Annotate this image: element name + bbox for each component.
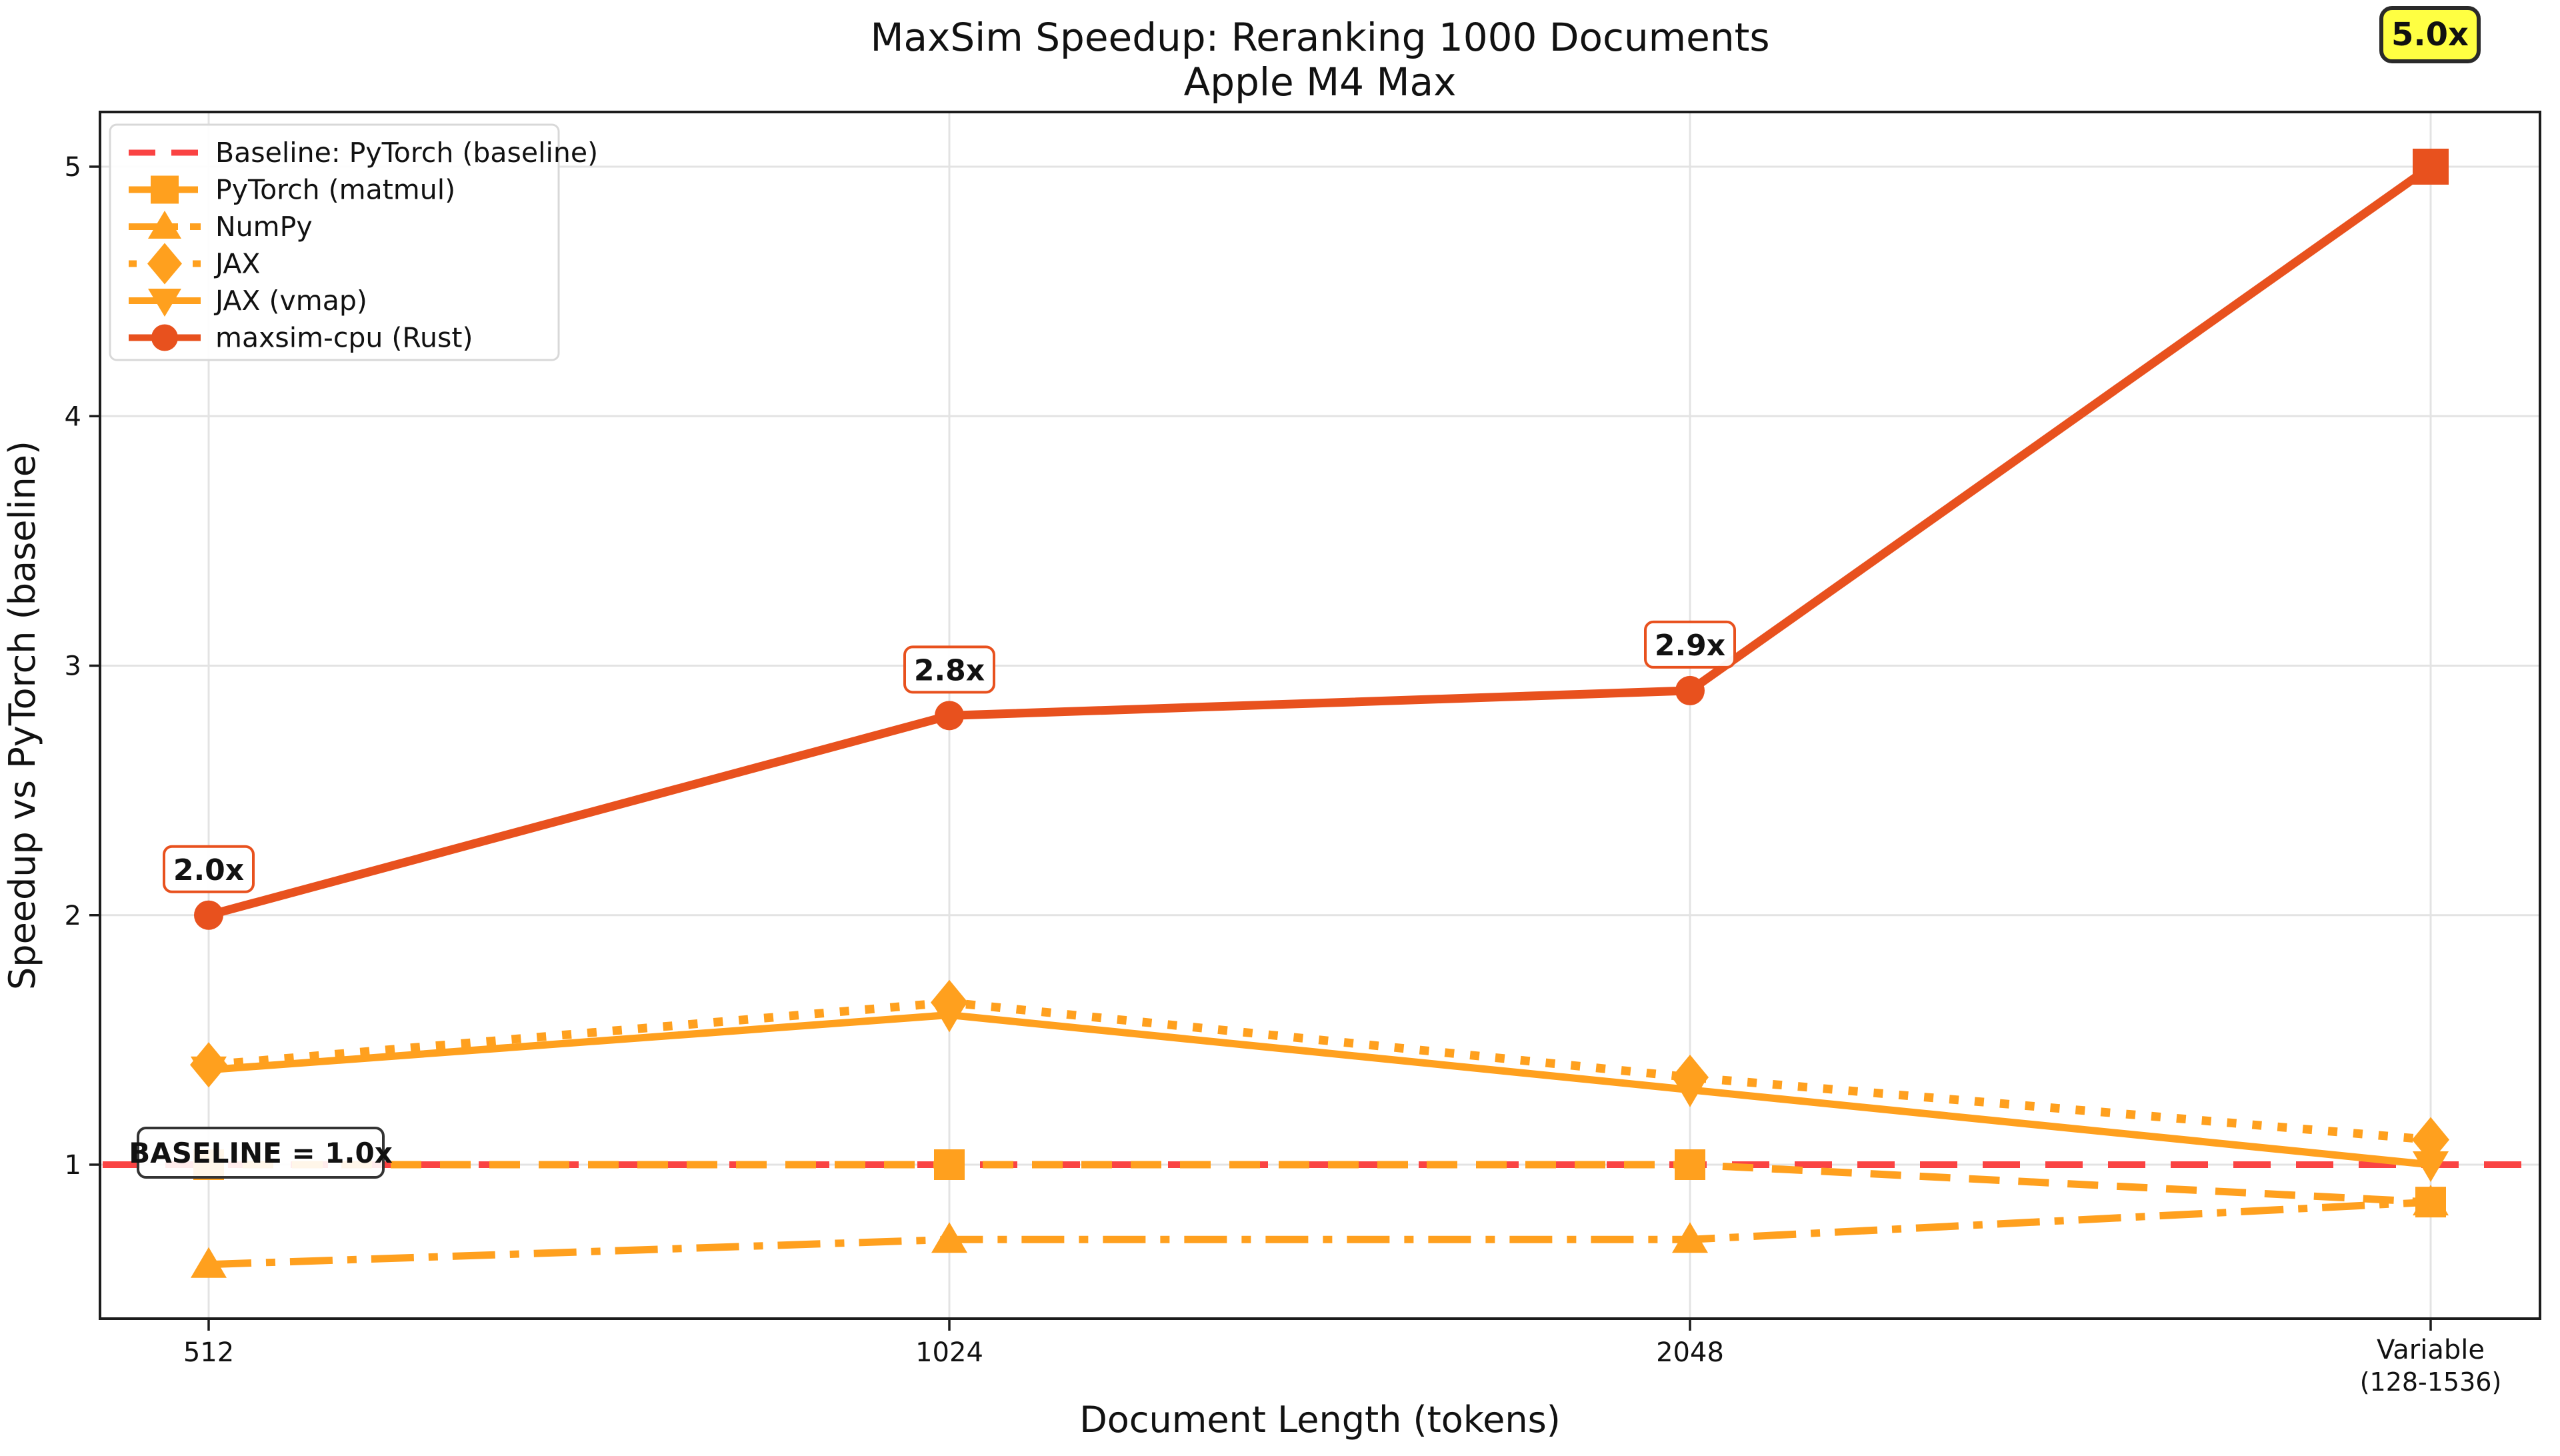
chart-subtitle: Apple M4 Max [1184,59,1457,105]
plot-frame [99,111,2541,1320]
titles: MaxSim Speedup: Reranking 1000 Documents… [1,15,1770,1441]
value-callout-box [163,845,255,893]
value-callout-text: 2.9x [1655,629,1725,663]
value-callout-text: 2.0x [173,853,244,887]
legend-item: NumPy [129,211,313,243]
marker-series1-pt1 [934,1149,965,1180]
legend-item: maxsim-cpu (Rust) [129,322,473,354]
legend-item: JAX (vmap) [129,285,367,317]
series-line-4 [208,1011,2431,1169]
marker-series5-pt1 [935,701,964,731]
legend-box [109,123,560,361]
axes-ticks-labels: 1 2 3 4 5 512 1024 2048 Variable(128-1536) [65,152,2502,1397]
marker-series5-pt0 [194,900,223,930]
legend-item: PyTorch (matmul) [129,174,455,206]
x-tick-label: 1024 [915,1337,983,1368]
plot-border [99,111,2541,1320]
speedup-badge-box [2379,6,2481,63]
baseline-label-box [137,1127,385,1179]
value-callout-box [903,645,995,694]
legend-label: PyTorch (matmul) [215,174,455,206]
legend-label: NumPy [215,211,313,243]
value-callout-box [1644,620,1736,669]
marker-series5-pt2 [1675,675,1705,705]
baseline-label-text: BASELINE = 1.0x [129,1137,393,1169]
marker-series4-pt3 [2413,1151,2449,1182]
legend-item: Baseline: PyTorch (baseline) [129,137,598,169]
legend-label: JAX [213,248,261,280]
legend-label: JAX (vmap) [213,285,367,317]
legend-marker-circle [151,324,178,351]
series-line-3 [208,998,2431,1145]
x-tick-label: 512 [183,1337,234,1368]
legend-marker-diamond [147,243,182,285]
y-tick-label: 2 [65,901,81,931]
x-tick-sublabel: (128-1536) [2360,1367,2502,1397]
x-tick-label: 2048 [1656,1337,1724,1368]
speedup-badge-text: 5.0x [2391,16,2469,53]
y-tick-label: 5 [65,152,81,183]
y-tick-label: 4 [65,401,81,432]
marker-series2-pt1 [931,1222,967,1253]
value-callout-text: 2.8x [914,653,985,687]
y-tick-label: 3 [65,651,81,682]
legend: Baseline: PyTorch (baseline) PyTorch (mat… [109,123,598,361]
marker-series1-pt3 [2415,1187,2446,1218]
x-tick-label: Variable [2377,1335,2485,1365]
annotations: 2.0x 2.8x 2.9x BASELINE = 1.0x 5.0x [129,6,2481,1179]
marker-series3-pt1 [931,979,968,1025]
legend-marker-triangle-down [148,289,181,317]
marker-series3-pt3 [2412,1117,2449,1163]
marker-series1-pt2 [1675,1149,1705,1180]
legend-label: Baseline: PyTorch (baseline) [215,137,598,169]
marker-series2-pt2 [1672,1222,1708,1253]
series-lines [103,163,2537,1269]
legend-marker-triangle-up [148,211,181,239]
series-line-5 [207,163,2433,920]
y-tick-label: 1 [65,1150,81,1181]
series-line-1 [209,1161,2431,1206]
marker-series3-pt2 [1671,1055,1709,1101]
series-line-2 [208,1198,2431,1269]
series-markers [190,149,2449,1278]
marker-series3-pt0 [190,1042,227,1088]
y-axis-label: Speedup vs PyTorch (baseline) [1,441,43,990]
marker-series2-pt0 [191,1247,227,1278]
legend-label: maxsim-cpu (Rust) [215,322,473,354]
legend-item: JAX [129,243,261,285]
x-axis-label: Document Length (tokens) [1079,1399,1561,1441]
chart-title: MaxSim Speedup: Reranking 1000 Documents [870,15,1769,60]
marker-series5-pt3 [2413,149,2449,185]
legend-marker-square [151,175,179,204]
